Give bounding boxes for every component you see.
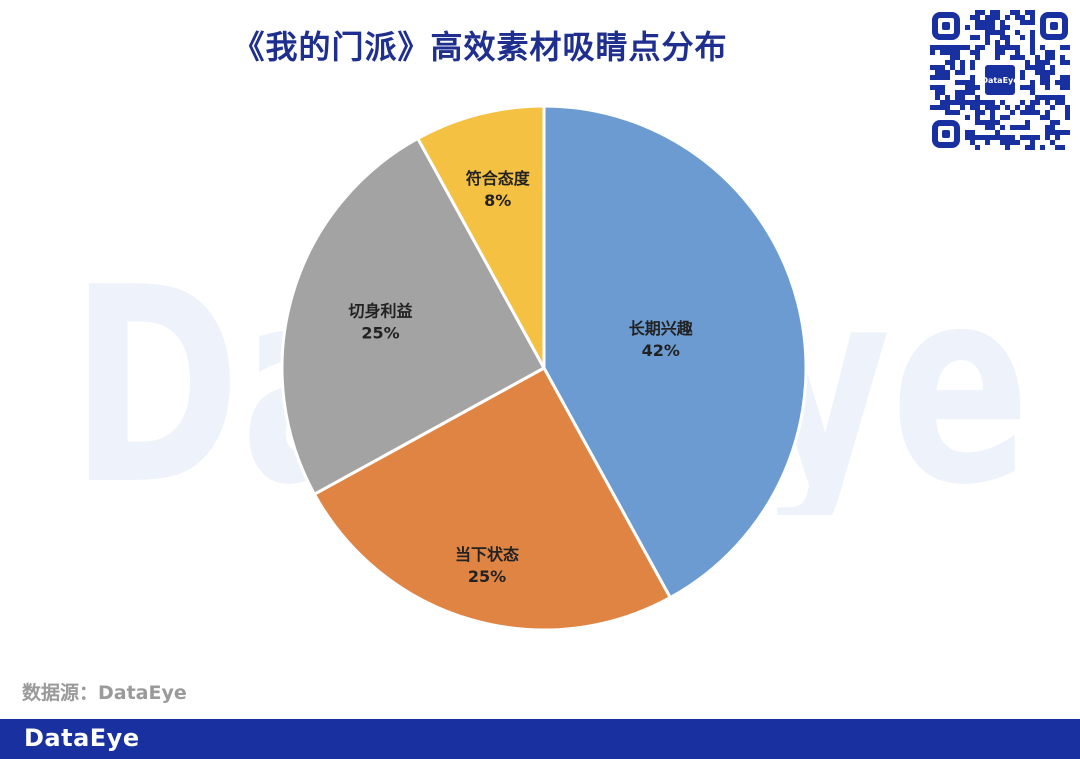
slice-label: 切身利益 [348,301,412,320]
data-source: 数据源：DataEye [22,682,187,704]
slice-percent-label: 8% [484,191,511,210]
qr-code[interactable]: DataEye [930,10,1070,150]
slice-percent-label: 25% [361,323,399,342]
pie-slice [280,136,547,497]
pie-slice [415,104,546,369]
slice-percent-label: 25% [468,567,506,586]
pie-slice [312,365,673,632]
slice-label: 当下状态 [455,545,519,564]
slice-label: 长期兴趣 [629,319,694,338]
qr-logo-text: DataEye [981,76,1019,85]
chart-title: 《我的门派》高效素材吸睛点分布 [232,28,728,66]
pie-slice [542,104,808,600]
slice-percent-label: 42% [642,341,680,360]
footer-bar: DataEye [0,719,1080,759]
footer-logo: DataEye [24,724,140,752]
slice-label: 符合态度 [466,169,531,188]
